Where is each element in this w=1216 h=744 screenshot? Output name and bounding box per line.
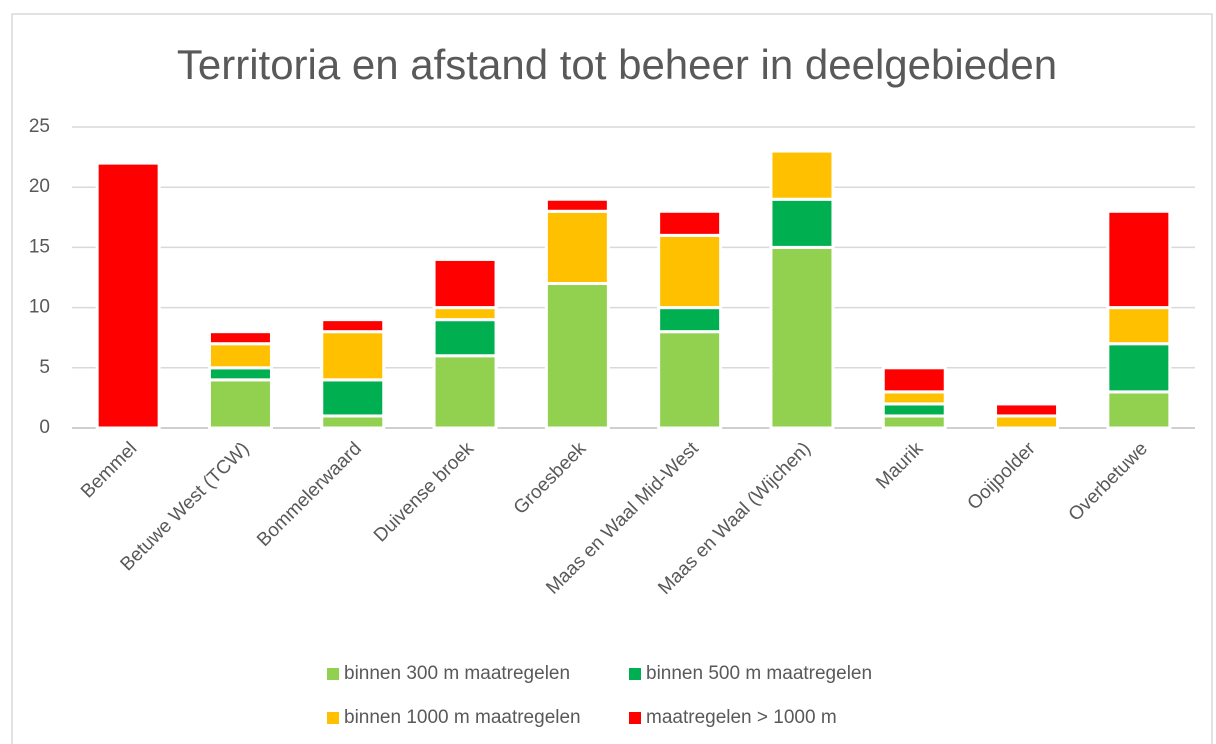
legend-marker	[629, 668, 641, 680]
bar-segment	[432, 354, 498, 430]
legend-label: binnen 300 m maatregelen	[344, 663, 570, 684]
y-tick-label: 20	[29, 176, 50, 197]
bar-segment	[657, 233, 723, 310]
legend-label: binnen 500 m maatregelen	[646, 663, 872, 684]
y-tick-label: 15	[29, 236, 50, 257]
bar-segment	[769, 197, 835, 249]
legend-marker	[327, 668, 339, 680]
bar-segment	[657, 306, 723, 334]
bar-segment	[881, 366, 947, 394]
legend-label: maatregelen > 1000 m	[646, 707, 837, 728]
bar-segment	[207, 378, 273, 430]
bar-segment	[1106, 342, 1172, 394]
bar-segment	[769, 245, 835, 430]
bar-segment	[432, 306, 498, 322]
bar-segment	[207, 366, 273, 382]
bar-segment	[320, 330, 386, 382]
legend-marker	[629, 712, 641, 724]
bar-segment	[95, 161, 161, 430]
bar-segment	[881, 402, 947, 418]
bar-segment	[1106, 209, 1172, 310]
chart-title: Territoria en afstand tot beheer in deel…	[177, 41, 1057, 88]
bar-segment	[1106, 390, 1172, 430]
y-tick-label: 10	[29, 297, 50, 318]
bar-segment	[544, 209, 610, 286]
bar-segment	[432, 257, 498, 310]
bar-segment	[207, 330, 273, 346]
y-tick-label: 0	[39, 417, 50, 438]
bar-segment	[657, 330, 723, 430]
bar-segment	[657, 209, 723, 237]
legend-marker	[327, 712, 339, 724]
bar-segment	[432, 318, 498, 358]
y-tick-label: 25	[29, 116, 50, 137]
y-tick-label: 5	[39, 357, 50, 378]
bar-segment	[994, 402, 1060, 418]
bar-segment	[1106, 306, 1172, 346]
bar-segment	[207, 342, 273, 370]
bar-segment	[544, 197, 610, 213]
bar-segment	[320, 318, 386, 334]
bar-segment	[320, 378, 386, 418]
bar-segment	[769, 149, 835, 201]
bar-segment	[320, 414, 386, 430]
bar-segment	[881, 390, 947, 406]
bar-segment	[544, 282, 610, 430]
legend-label: binnen 1000 m maatregelen	[344, 707, 581, 728]
chart-border	[11, 13, 1213, 744]
bar-segment	[994, 414, 1060, 430]
bar-segment	[881, 414, 947, 430]
